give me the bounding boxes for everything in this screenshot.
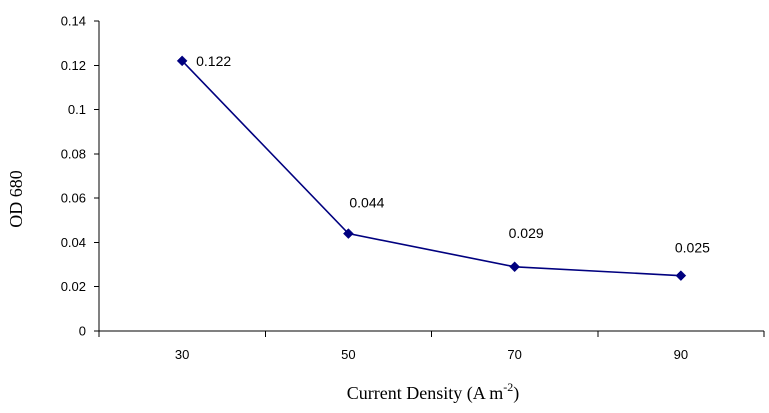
y-axis: 0 0.02 0.04 0.06 0.08 0.1 0.12 0.14 xyxy=(61,14,100,339)
y-tick-label: 0.12 xyxy=(61,58,86,73)
y-tick-label: 0.1 xyxy=(68,102,86,117)
data-point-marker xyxy=(176,55,188,67)
x-tick-label: 30 xyxy=(175,347,189,362)
x-axis: 30 50 70 90 xyxy=(98,330,765,362)
y-tick-label: 0.14 xyxy=(61,14,86,29)
x-axis-title-superscript: -2 xyxy=(503,380,513,394)
x-axis-title-base: Current Density (A m xyxy=(347,383,503,404)
x-tick-label: 50 xyxy=(341,347,355,362)
data-point-marker xyxy=(343,228,354,239)
data-label: 0.044 xyxy=(349,195,384,211)
x-axis-title: Current Density (A m-2) xyxy=(347,380,519,404)
data-label: 0.025 xyxy=(675,240,710,256)
x-tick-label: 70 xyxy=(507,347,521,362)
data-labels-group: 0.122 0.044 0.029 0.025 xyxy=(196,53,710,256)
x-axis-title-close: ) xyxy=(513,383,519,404)
data-label: 0.122 xyxy=(196,53,231,69)
y-tick-label: 0 xyxy=(79,324,86,339)
y-tick-label: 0.04 xyxy=(61,235,86,250)
data-point-marker xyxy=(509,261,520,273)
series-line xyxy=(181,60,681,277)
y-tick-label: 0.08 xyxy=(61,146,86,161)
y-axis-title: OD 680 xyxy=(6,170,26,228)
y-tick-label: 0.02 xyxy=(61,279,86,294)
series-group xyxy=(176,55,687,281)
data-point-marker xyxy=(675,270,687,281)
y-tick-label: 0.06 xyxy=(61,191,86,206)
x-tick-label: 90 xyxy=(674,347,688,362)
data-label: 0.029 xyxy=(509,225,544,241)
